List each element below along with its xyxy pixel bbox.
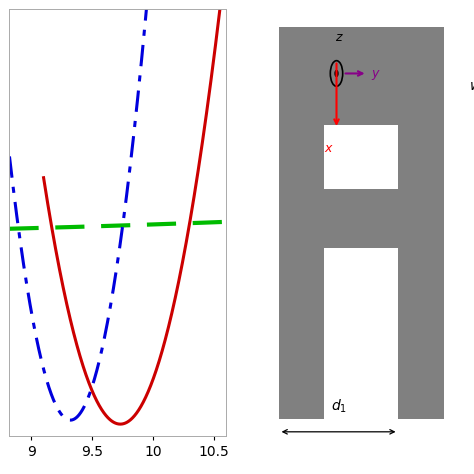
Text: $w$: $w$ xyxy=(469,79,474,93)
Text: x: x xyxy=(325,142,332,155)
Bar xyxy=(324,125,399,189)
Text: ce: ce xyxy=(0,288,1,302)
Text: z: z xyxy=(335,31,342,44)
Bar xyxy=(279,27,324,419)
Bar xyxy=(279,27,444,125)
Bar xyxy=(279,189,444,248)
Text: $d_1$: $d_1$ xyxy=(330,397,346,415)
Bar xyxy=(399,27,444,419)
Circle shape xyxy=(335,71,338,76)
Bar xyxy=(324,248,399,419)
Text: y: y xyxy=(372,67,379,80)
